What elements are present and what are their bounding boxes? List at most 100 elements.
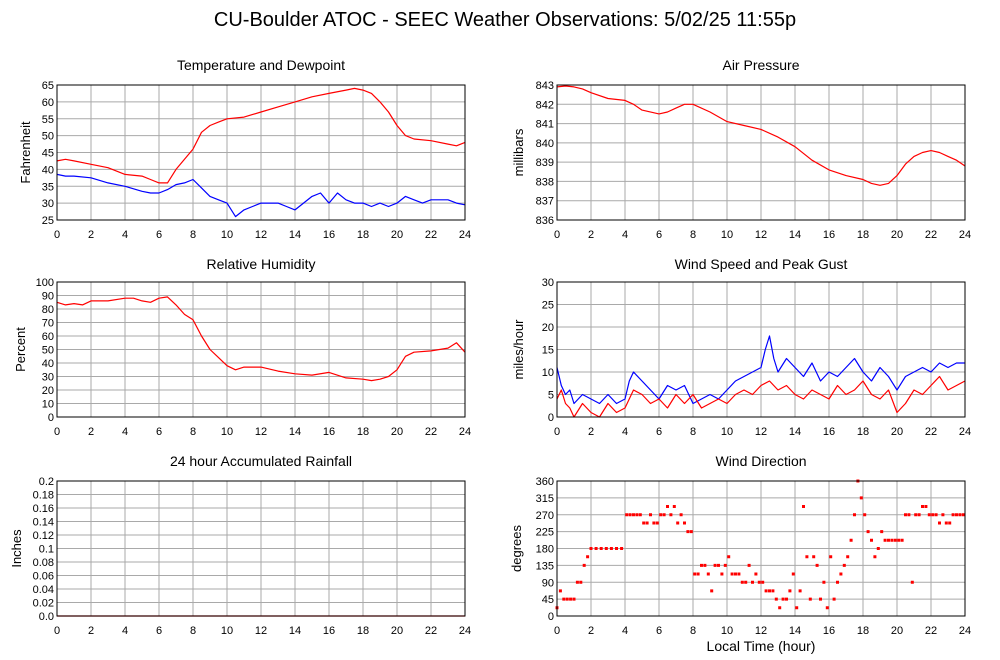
y-tick-label: 838 bbox=[536, 176, 554, 188]
y-tick-label: 0 bbox=[48, 412, 54, 424]
x-tick-label: 18 bbox=[357, 229, 369, 241]
y-tick-label: 0.1 bbox=[39, 544, 54, 556]
y-tick-label: 10 bbox=[42, 399, 54, 411]
data-point bbox=[873, 555, 877, 559]
y-tick-label: 90 bbox=[542, 577, 554, 589]
data-point bbox=[642, 521, 646, 525]
data-point bbox=[761, 580, 765, 584]
y-axis-label: Fahrenheit bbox=[18, 121, 33, 184]
y-tick-label: 0.2 bbox=[39, 476, 54, 488]
x-tick-label: 8 bbox=[690, 426, 696, 438]
data-point bbox=[822, 580, 826, 584]
x-tick-label: 12 bbox=[755, 625, 767, 637]
data-point bbox=[740, 580, 744, 584]
data-point bbox=[791, 572, 795, 576]
data-point bbox=[859, 496, 863, 500]
series-line bbox=[556, 85, 966, 186]
data-point bbox=[676, 521, 680, 525]
x-tick-label: 4 bbox=[622, 229, 628, 241]
data-point bbox=[808, 597, 812, 601]
data-point bbox=[948, 521, 952, 525]
y-tick-label: 843 bbox=[536, 80, 554, 92]
chart-title: Temperature and Dewpoint bbox=[177, 57, 345, 73]
data-point bbox=[589, 547, 593, 550]
y-tick-label: 45 bbox=[42, 148, 54, 160]
data-point bbox=[819, 597, 822, 601]
data-point bbox=[870, 538, 873, 542]
data-point bbox=[924, 505, 928, 508]
data-point bbox=[938, 521, 941, 525]
y-tick-label: 180 bbox=[536, 544, 554, 556]
y-tick-label: 55 bbox=[42, 114, 54, 126]
x-tick-label: 14 bbox=[289, 625, 301, 637]
y-axis-label: Percent bbox=[13, 327, 28, 372]
y-axis-label: miles/hour bbox=[511, 319, 526, 380]
data-point bbox=[666, 505, 669, 508]
x-tick-label: 10 bbox=[721, 229, 733, 241]
x-tick-label: 22 bbox=[425, 426, 437, 438]
x-tick-label: 14 bbox=[789, 229, 801, 241]
y-tick-label: 25 bbox=[542, 300, 554, 312]
x-tick-label: 4 bbox=[622, 625, 628, 637]
data-point bbox=[649, 513, 652, 517]
x-tick-label: 24 bbox=[459, 426, 471, 438]
x-tick-label: 22 bbox=[925, 625, 937, 637]
x-tick-label: 12 bbox=[255, 426, 267, 438]
data-point bbox=[876, 547, 880, 550]
data-point bbox=[572, 597, 576, 601]
x-tick-label: 6 bbox=[156, 426, 162, 438]
y-tick-label: 0 bbox=[548, 412, 554, 424]
data-point bbox=[569, 597, 573, 601]
y-tick-label: 0.16 bbox=[33, 503, 54, 515]
data-point bbox=[582, 563, 586, 567]
data-point bbox=[812, 555, 816, 559]
data-point bbox=[562, 597, 566, 601]
chart-title: Air Pressure bbox=[722, 57, 799, 73]
x-tick-label: 4 bbox=[122, 426, 128, 438]
x-tick-label: 16 bbox=[823, 426, 835, 438]
y-tick-label: 837 bbox=[536, 196, 554, 208]
x-tick-label: 6 bbox=[656, 229, 662, 241]
y-tick-label: 0.06 bbox=[33, 571, 54, 583]
x-tick-label: 4 bbox=[122, 625, 128, 637]
data-point bbox=[696, 572, 700, 576]
y-tick-label: 225 bbox=[536, 527, 554, 539]
y-tick-label: 30 bbox=[42, 372, 54, 384]
data-point bbox=[904, 513, 907, 517]
x-tick-label: 14 bbox=[789, 625, 801, 637]
x-tick-label: 16 bbox=[323, 426, 335, 438]
x-tick-label: 2 bbox=[588, 426, 594, 438]
data-point bbox=[717, 563, 720, 567]
x-tick-label: 22 bbox=[925, 426, 937, 438]
data-point bbox=[893, 538, 897, 542]
y-tick-label: 20 bbox=[542, 322, 554, 334]
y-tick-label: 30 bbox=[542, 277, 554, 289]
data-point bbox=[672, 505, 676, 508]
data-point bbox=[805, 555, 809, 559]
data-point bbox=[754, 572, 758, 576]
data-point bbox=[599, 547, 603, 550]
data-point bbox=[825, 606, 829, 610]
x-tick-label: 6 bbox=[656, 625, 662, 637]
x-tick-label: 16 bbox=[823, 625, 835, 637]
y-tick-label: 5 bbox=[548, 390, 554, 402]
y-tick-label: 90 bbox=[42, 291, 54, 303]
data-point bbox=[655, 521, 659, 525]
data-point bbox=[934, 513, 938, 517]
data-point bbox=[768, 589, 771, 593]
data-point bbox=[703, 563, 707, 567]
y-axis-label: degrees bbox=[509, 525, 524, 572]
data-point bbox=[836, 580, 839, 584]
plot-frame bbox=[556, 281, 966, 418]
data-point bbox=[737, 572, 741, 576]
y-tick-label: 841 bbox=[536, 119, 554, 131]
x-tick-label: 18 bbox=[857, 625, 869, 637]
data-point bbox=[669, 513, 673, 517]
data-point bbox=[788, 589, 792, 593]
data-point bbox=[883, 538, 887, 542]
y-tick-label: 30 bbox=[42, 198, 54, 210]
data-point bbox=[757, 580, 761, 584]
